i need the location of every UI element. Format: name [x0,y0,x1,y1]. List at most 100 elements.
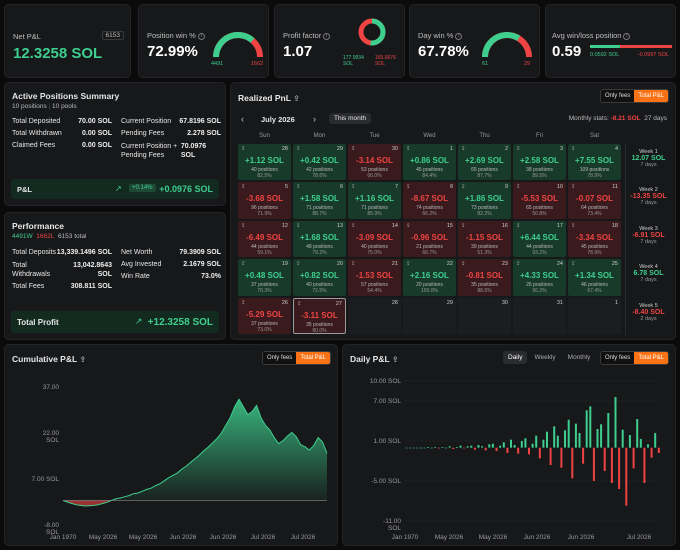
daily-bar[interactable] [564,430,566,448]
daily-bar[interactable] [470,445,473,448]
daily-bar[interactable] [463,447,466,449]
daily-bar[interactable] [567,419,570,448]
export-icon[interactable]: ⇪ [406,184,411,191]
daily-bar[interactable] [553,426,556,448]
daily-bar[interactable] [513,445,516,448]
daily-bar[interactable] [549,447,552,465]
this-month-button[interactable]: This month [329,113,372,124]
daily-bar[interactable] [466,446,469,448]
export-icon[interactable]: ⇪ [516,184,521,191]
daily-bar[interactable] [491,443,494,448]
daily-bar[interactable] [632,447,635,469]
calendar-day[interactable]: ⇪ 7 +1.16 SOL 71 positions 85.9% [348,182,401,219]
daily-bar[interactable] [592,447,595,481]
daily-bar[interactable] [477,445,480,448]
calendar-day[interactable]: ⇪ 5 -3.68 SOL 96 positions 71.9% [238,182,291,219]
export-icon[interactable]: ⇪ [241,261,246,268]
export-icon[interactable]: ⇪ [351,184,356,191]
daily-bar[interactable] [495,447,498,451]
export-icon[interactable]: ⇪ [241,146,246,152]
calendar-day[interactable]: ⇪ 22 +2.16 SOL 20 positions 100.0% [403,259,456,296]
daily-bar[interactable] [607,413,610,448]
daily-bar[interactable] [423,447,426,449]
calendar-day[interactable]: ⇪ 20 +0.82 SOL 40 positions 72.5% [293,259,346,296]
only-fees-button[interactable]: Only fees [262,352,297,364]
daily-bar[interactable] [452,447,455,449]
daily-bar[interactable] [434,447,437,448]
export-icon[interactable]: ⇪ [516,222,521,229]
total-pl-button[interactable]: Total P&L [634,90,668,102]
export-icon[interactable]: ⇪ [406,146,411,152]
tab-weekly[interactable]: Weekly [534,354,556,361]
daily-bar[interactable] [484,447,487,451]
daily-bar[interactable] [628,435,631,448]
export-icon[interactable]: ⇪ [406,222,411,229]
only-fees-button[interactable]: Only fees [600,90,635,102]
tab-daily[interactable]: Daily [503,351,528,364]
daily-bar[interactable] [459,445,462,448]
daily-bar[interactable] [578,433,581,448]
calendar-day[interactable]: ⇪ 15 -0.96 SOL 21 positions 66.7% [403,220,456,258]
daily-bar[interactable] [427,447,429,448]
daily-bar[interactable] [517,447,520,454]
cumulative-fees-toggle[interactable]: Only fees Total P&L [261,351,331,365]
calendar-day[interactable]: ⇪ 17 +6.44 SOL 44 positions 93.2% [513,220,566,258]
daily-bar[interactable] [510,439,512,448]
daily-bar[interactable] [618,447,621,489]
prev-month-icon[interactable]: ‹ [241,114,244,124]
daily-bar[interactable] [574,423,577,448]
calendar-day[interactable]: ⇪ 6 +1.58 SOL 71 positions 88.7% [293,182,346,219]
daily-bar[interactable] [610,447,613,483]
export-icon[interactable]: ⇪ [571,222,576,229]
calendar-day[interactable]: ⇪ 21 -1.53 SOL 57 positions 54.4% [348,259,401,296]
calendar-day[interactable]: ⇪ 26 -5.29 SOL 37 positions 73.0% [238,297,291,334]
calendar-day[interactable]: ⇪ 28 +1.12 SOL 40 positions 82.5% [238,144,291,181]
daily-bar[interactable] [412,447,415,449]
export-icon[interactable]: ⇪ [351,146,356,152]
calendar-day[interactable]: ⇪ 18 -3.34 SOL 45 positions 78.9% [568,220,621,258]
daily-bar[interactable] [531,443,534,448]
calendar-day[interactable]: ⇪ 27 -3.11 SOL 35 positions 80.0% [293,297,346,334]
daily-bar[interactable] [409,447,411,449]
export-icon[interactable]: ⇪ [461,184,466,191]
export-icon[interactable]: ⇪ [571,146,576,152]
calendar-day[interactable]: ⇪ 11 -0.07 SOL 64 positions 73.4% [568,182,621,219]
daily-bar[interactable] [430,447,433,449]
daily-bar[interactable] [528,447,530,455]
calendar-day[interactable]: 29 [403,297,456,334]
daily-bar[interactable] [546,431,548,448]
daily-bar[interactable] [639,439,642,448]
daily-bar[interactable] [571,447,574,479]
daily-bar[interactable] [585,410,588,448]
total-pl-button[interactable]: Total P&L [634,352,668,364]
calendar-day[interactable]: ⇪ 23 -0.81 SOL 35 positions 88.6% [458,259,511,296]
export-icon[interactable]: ⇪ [571,184,576,191]
export-icon[interactable]: ⇪ [351,261,356,268]
calendar-day[interactable]: ⇪ 9 +1.86 SOL 73 positions 82.2% [458,182,511,219]
calendar-day[interactable]: 30 [458,297,511,334]
realized-fees-toggle[interactable]: Only fees Total P&L [599,89,669,103]
export-icon[interactable]: ⇪ [461,261,466,268]
export-icon[interactable]: ⇪ [516,261,521,268]
daily-bar[interactable] [419,447,422,449]
daily-bar[interactable] [647,444,649,448]
daily-bar[interactable] [582,447,585,464]
daily-bar[interactable] [473,447,476,450]
daily-bar[interactable] [542,439,545,448]
calendar-day[interactable]: ⇪ 4 +7.55 SOL 109 positions 78.9% [568,144,621,181]
calendar-day[interactable]: ⇪ 1 +0.86 SOL 45 positions 84.4% [403,144,456,181]
daily-bar[interactable] [556,435,559,448]
daily-bar[interactable] [405,447,408,449]
calendar-day[interactable]: ⇪ 30 -3.14 SOL 53 positions 66.0% [348,144,401,181]
calendar-day[interactable]: ⇪ 25 +1.34 SOL 46 positions 67.4% [568,259,621,296]
daily-bar[interactable] [600,424,603,448]
daily-bar[interactable] [416,447,419,449]
export-icon[interactable]: ⇪ [351,222,356,229]
daily-bar[interactable] [621,429,624,448]
daily-bar[interactable] [455,447,458,448]
daily-bar[interactable] [481,446,484,448]
calendar-day[interactable]: 1 [568,297,621,334]
calendar-day[interactable]: ⇪ 12 -6.49 SOL 44 positions 59.1% [238,220,291,258]
calendar-day[interactable]: ⇪ 19 +0.48 SOL 37 positions 70.3% [238,259,291,296]
export-icon[interactable]: ⇪ [461,222,466,229]
